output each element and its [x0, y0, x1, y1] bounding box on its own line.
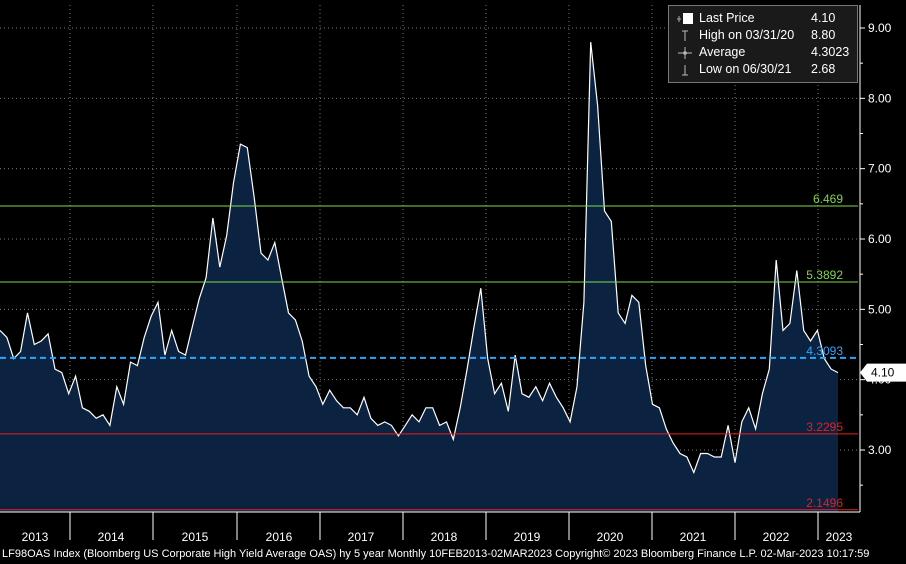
legend-value: 2.68 [811, 62, 836, 76]
axes: 3.004.005.006.007.008.009.00201320142015… [0, 5, 906, 544]
series-fill [0, 42, 838, 512]
legend-row-last-price: Last Price 4.10 [669, 11, 855, 27]
legend-value: 8.80 [811, 28, 836, 42]
last-price-label: 4.10 [871, 366, 895, 380]
last-price-marker [860, 363, 906, 382]
legend-label: Low on 06/30/21 [699, 62, 792, 76]
average-marker-icon [675, 45, 695, 61]
legend-label: Average [699, 45, 746, 59]
x-tick-label: 2020 [597, 530, 624, 544]
y-tick-label: 3.00 [868, 443, 892, 457]
x-tick-label: 2023 [826, 530, 853, 544]
x-tick-label: 2018 [431, 530, 458, 544]
x-tick-label: 2021 [680, 530, 707, 544]
x-tick-label: 2015 [182, 530, 209, 544]
reference-label: 3.2295 [806, 420, 843, 434]
reference-label: 5.3892 [806, 268, 843, 282]
reference-label: 6.469 [813, 192, 843, 206]
legend-value: 4.3023 [811, 45, 850, 59]
series-line [0, 42, 839, 475]
legend-row-high: High on 03/31/20 8.80 [669, 28, 855, 44]
x-tick-label: 2019 [514, 530, 541, 544]
legend-label: Last Price [699, 11, 755, 25]
reference-label: 4.3093 [806, 344, 843, 358]
reference-lines: 6.469 5.3892 4.3093 3.2295 2.1496 [0, 192, 858, 511]
high-marker-icon [675, 28, 695, 44]
low-marker-icon [675, 62, 695, 78]
legend-row-average: Average 4.3023 [669, 45, 855, 61]
reference-label: 2.1496 [806, 496, 843, 510]
y-tick-label: 5.00 [868, 302, 892, 316]
chart-legend: Last Price 4.10 High on 03/31/20 8.80 Av… [668, 5, 858, 83]
legend-label: High on 03/31/20 [699, 28, 795, 42]
y-tick-label: 6.00 [868, 232, 892, 246]
x-tick-label: 2013 [22, 530, 49, 544]
x-tick-label: 2017 [348, 530, 375, 544]
legend-row-low: Low on 06/30/21 2.68 [669, 62, 855, 78]
y-tick-label: 7.00 [868, 162, 892, 176]
legend-value: 4.10 [811, 11, 836, 25]
y-tick-label: 9.00 [868, 21, 892, 35]
series-area [0, 42, 839, 512]
chart-footer: LF98OAS Index (Bloomberg US Corporate Hi… [2, 548, 870, 560]
x-tick-label: 2016 [266, 530, 293, 544]
x-tick-label: 2022 [763, 530, 790, 544]
y-tick-label: 8.00 [868, 91, 892, 105]
x-tick-label: 2014 [98, 530, 125, 544]
square-swatch-icon [675, 11, 695, 27]
